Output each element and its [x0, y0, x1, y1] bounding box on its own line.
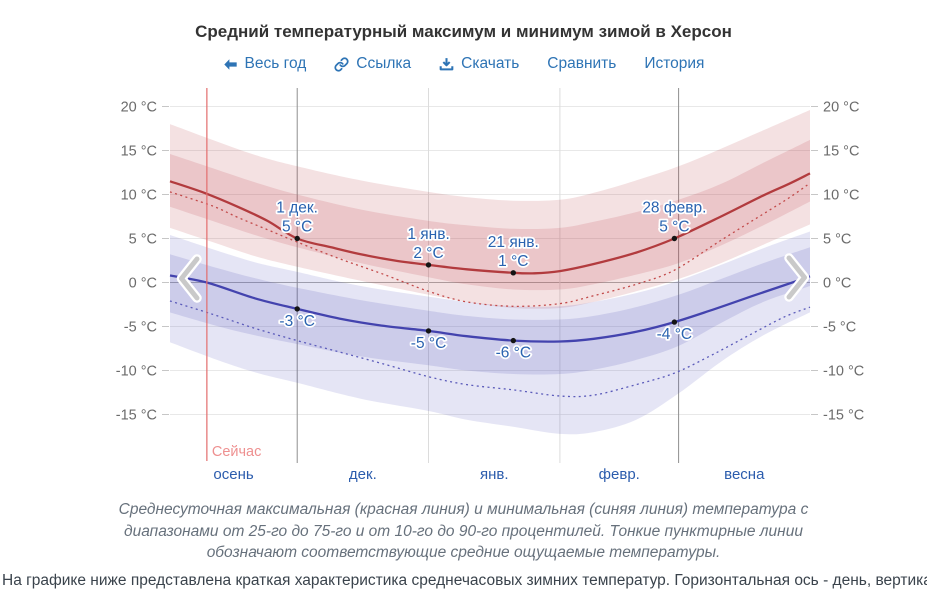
share-label: Ссылка	[356, 55, 412, 72]
chevron-right-icon[interactable]	[786, 255, 807, 300]
y-axis-label-left: 5 °C	[129, 232, 157, 248]
whole-year-link[interactable]: Весь год	[223, 55, 307, 73]
point-value-label: -4 °C	[657, 326, 692, 343]
x-axis-month-label: февр.	[599, 466, 640, 483]
min_10_90-band	[170, 231, 810, 435]
y-axis-label-left: -5 °C	[124, 320, 157, 336]
history-link[interactable]: История	[644, 55, 704, 73]
compare-label: Сравнить	[547, 55, 617, 72]
max_temp-line	[169, 172, 811, 275]
whole-year-label: Весь год	[244, 55, 307, 72]
data-point-dot	[425, 262, 432, 268]
now-label: Сейчас	[212, 444, 262, 460]
x-axis-month-label: янв.	[480, 466, 509, 483]
point-value-label: -3 °C	[279, 313, 314, 330]
y-axis-label-right: -5 °C	[823, 320, 856, 336]
footer-text: На графике ниже представлена краткая хар…	[2, 572, 927, 589]
x-axis-month-label: осень	[213, 466, 253, 483]
point-date-label: 21 янв.	[488, 234, 539, 251]
share-link[interactable]: Ссылка	[334, 55, 411, 73]
point-date-label: 1 янв.	[407, 226, 449, 243]
data-point-dot	[294, 306, 300, 312]
y-axis-label-left: 0 °C	[129, 276, 157, 292]
x-axis-month-label: дек.	[349, 466, 377, 483]
back-arrow-icon	[223, 58, 237, 70]
link-icon	[334, 56, 349, 72]
y-axis-label-left: 20 °C	[121, 100, 157, 116]
download-link[interactable]: Скачать	[439, 55, 519, 73]
y-axis-label-right: 10 °C	[823, 188, 859, 204]
toolbar: Весь год Ссылка Скачать Сравнить История	[0, 55, 927, 73]
max_10_90-band	[170, 110, 810, 309]
data-point-dot	[425, 328, 432, 334]
max_feels_like-line	[169, 182, 811, 307]
temperature-chart: 20 °C 20 °C 15 °C 15 °C 10 °C 10 °C 5 °C 5 °C 0 …	[116, 88, 864, 483]
compare-link[interactable]: Сравнить	[547, 55, 616, 73]
page-title: Средний температурный максимум и минимум…	[195, 22, 732, 41]
y-axis-label-right: -10 °C	[823, 364, 864, 380]
point-value-label: -5 °C	[411, 335, 446, 352]
point-date-label: 28 февр.	[642, 200, 706, 217]
max_25_75-band	[170, 139, 810, 291]
download-icon	[439, 57, 454, 70]
data-point-dot	[671, 319, 678, 325]
x-axis-month-label: весна	[724, 466, 765, 483]
data-point-dot	[671, 235, 678, 242]
point-value-label: 5 °C	[282, 219, 312, 236]
point-value-label: 2 °C	[413, 245, 443, 262]
data-point-dot	[510, 270, 516, 276]
min_feels_like-line	[169, 300, 811, 398]
data-point-dot	[294, 235, 300, 242]
chart-caption: Среднесуточная максимальная (красная лин…	[118, 501, 809, 561]
y-axis-label-right: 0 °C	[823, 276, 851, 292]
y-axis-label-right: 20 °C	[823, 100, 859, 116]
point-date-label: 1 дек.	[276, 200, 318, 217]
y-axis-label-left: 15 °C	[121, 144, 157, 160]
min_25_75-band	[170, 247, 810, 375]
chevron-left-icon[interactable]	[179, 256, 200, 301]
y-axis-label-left: -15 °C	[116, 408, 157, 424]
history-label: История	[644, 55, 705, 72]
data-point-dot	[510, 337, 516, 344]
y-axis-label-left: -10 °C	[116, 364, 157, 380]
point-value-label: 5 °C	[659, 219, 689, 236]
point-value-label: 1 °C	[498, 253, 528, 270]
y-axis-label-left: 10 °C	[121, 188, 157, 204]
y-axis-label-right: -15 °C	[823, 408, 864, 424]
download-label: Скачать	[461, 55, 520, 72]
y-axis-label-right: 5 °C	[823, 232, 851, 248]
y-axis-label-right: 15 °C	[823, 144, 859, 160]
point-value-label: -6 °C	[496, 345, 531, 362]
